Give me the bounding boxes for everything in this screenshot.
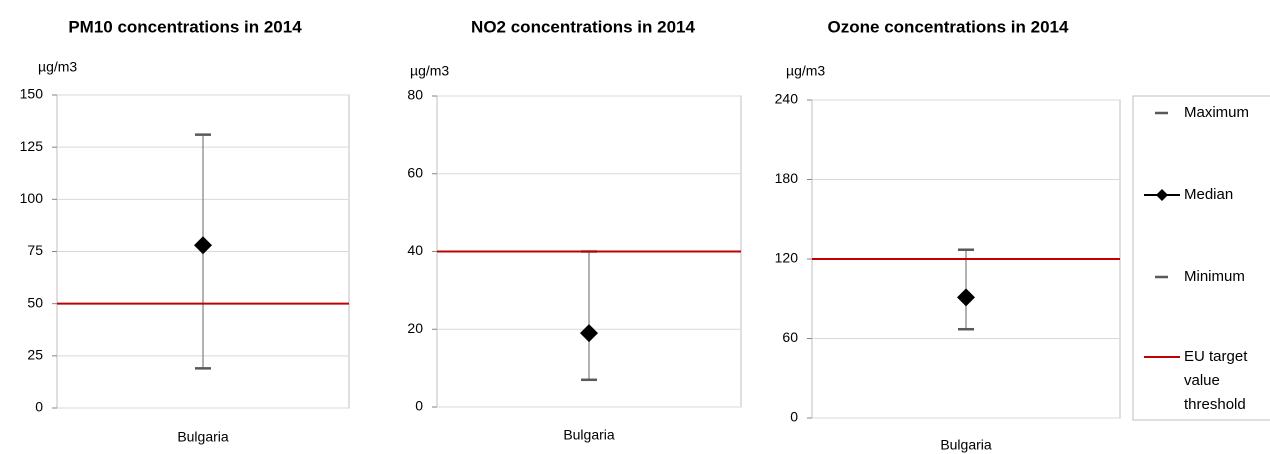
- y-tick-label: 0: [35, 399, 43, 415]
- y-axis-label: µg/m3: [410, 63, 449, 79]
- y-tick-label: 25: [27, 347, 43, 363]
- y-tick-label: 125: [20, 138, 44, 154]
- y-tick-label: 80: [407, 87, 423, 103]
- y-tick-label: 60: [782, 329, 798, 345]
- x-tick-label: Bulgaria: [563, 427, 615, 443]
- y-tick-label: 240: [775, 91, 799, 107]
- y-tick-label: 20: [407, 320, 423, 336]
- y-tick-label: 150: [20, 86, 44, 102]
- y-tick-label: 60: [407, 164, 423, 180]
- y-axis-label: µg/m3: [38, 59, 77, 75]
- y-tick-label: 180: [775, 170, 799, 186]
- chart-title: NO2 concentrations in 2014: [471, 17, 695, 36]
- chart-title: PM10 concentrations in 2014: [68, 17, 302, 36]
- y-tick-label: 100: [20, 190, 44, 206]
- y-tick-label: 0: [790, 409, 798, 425]
- median-marker: [957, 288, 975, 307]
- median-marker: [194, 236, 212, 255]
- y-tick-label: 120: [775, 250, 799, 266]
- y-tick-label: 0: [415, 398, 423, 414]
- y-tick-label: 50: [27, 294, 43, 310]
- y-tick-label: 40: [407, 242, 423, 258]
- legend-entry: Minimum: [1184, 268, 1245, 285]
- legend-box: [1132, 95, 1270, 421]
- median-marker: [580, 324, 598, 343]
- y-tick-label: 75: [27, 242, 43, 258]
- legend-entry: EU target value threshold: [1184, 348, 1248, 413]
- chart-title: Ozone concentrations in 2014: [828, 17, 1069, 36]
- x-tick-label: Bulgaria: [940, 437, 992, 453]
- legend-median-symbol: [1156, 189, 1168, 201]
- y-axis-label: µg/m3: [786, 63, 825, 79]
- legend-entry: Median: [1184, 186, 1234, 203]
- legend-entry: Maximum: [1184, 104, 1250, 121]
- x-tick-label: Bulgaria: [177, 429, 229, 445]
